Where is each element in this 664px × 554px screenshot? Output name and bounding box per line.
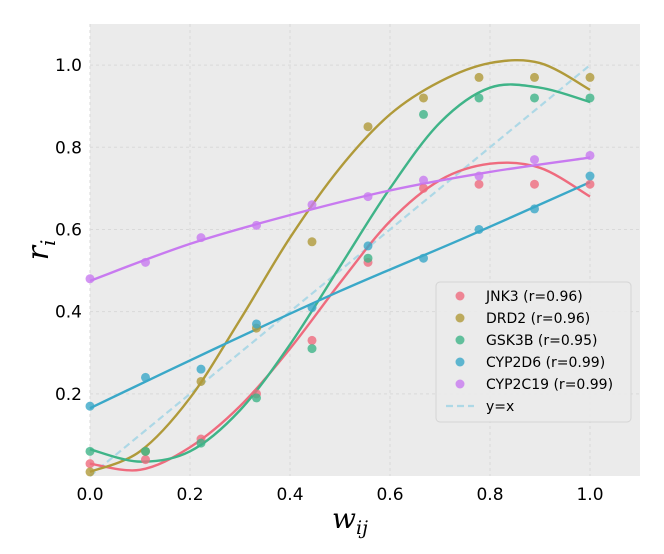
legend-label-cyp2c19: CYP2C19 (r=0.99) [486,377,613,393]
point-gsk3b [530,93,539,103]
point-gsk3b [252,393,261,403]
x-tick-label: 1.0 [576,485,603,505]
fit-curve-cyp2d6 [89,181,591,410]
point-cyp2d6 [85,401,95,411]
x-tick-label: 0.0 [76,485,103,505]
point-jnk3 [585,179,595,189]
x-tick-label: 0.8 [476,485,503,505]
point-gsk3b [474,93,484,103]
point-cyp2c19 [419,175,428,185]
y-axis-label: ri [21,240,60,261]
point-drd2 [85,467,95,477]
fit-curves [89,59,591,474]
legend-marker-drd2 [455,313,465,323]
point-cyp2c19 [196,233,206,243]
legend-label-gsk3b: GSK3B (r=0.95) [486,333,597,349]
fit-curve-cyp2c19 [89,156,591,282]
point-jnk3 [530,179,539,189]
point-cyp2d6 [474,224,484,234]
x-axis-label: wij [332,502,368,539]
point-cyp2d6 [141,372,150,382]
point-jnk3 [141,455,150,465]
point-cyp2d6 [363,241,373,251]
point-gsk3b [419,109,428,119]
point-drd2 [474,72,484,82]
point-jnk3 [85,459,95,469]
point-cyp2c19 [141,257,150,267]
x-axis-label-sub: ij [356,517,368,539]
legend-marker-cyp2d6 [455,357,465,367]
point-drd2 [530,72,539,82]
y-axis-label-main: r [21,244,56,260]
point-cyp2c19 [474,171,484,181]
point-gsk3b [85,446,95,456]
legend: JNK3 (r=0.96) DRD2 (r=0.96) GSK3B (r=0.9… [435,281,632,423]
y-tick-label: 1.0 [55,56,82,76]
fit-curve-drd2 [89,59,591,474]
point-cyp2c19 [252,220,261,230]
data-points [85,72,595,477]
reference-line-group [89,64,591,477]
point-cyp2c19 [307,200,317,210]
point-drd2 [307,237,317,247]
x-tick-label: 0.2 [176,485,203,505]
point-cyp2d6 [419,253,428,263]
y-tick-label: 0.4 [55,303,82,323]
point-jnk3 [474,179,484,189]
point-gsk3b [585,93,595,103]
legend-marker-cyp2c19 [455,379,465,389]
point-gsk3b [141,446,150,456]
point-gsk3b [363,253,373,263]
fit-curve-jnk3 [89,161,591,472]
point-drd2 [363,122,373,132]
y-tick-label: 0.8 [55,138,82,158]
point-cyp2d6 [585,171,595,181]
legend-label-drd2: DRD2 (r=0.96) [486,311,590,327]
reference-line-y-equals-x [89,64,591,477]
point-gsk3b [196,438,206,448]
point-cyp2d6 [307,303,317,313]
point-cyp2d6 [530,204,539,214]
point-cyp2d6 [252,319,261,329]
y-tick-label: 0.6 [55,220,82,240]
point-jnk3 [419,183,428,193]
point-drd2 [585,72,595,82]
legend-label-jnk3: JNK3 (r=0.96) [485,289,583,305]
point-cyp2c19 [85,274,95,284]
y-tick-label: 0.2 [55,385,82,405]
fit-curve-gsk3b [89,83,591,463]
legend-marker-jnk3 [455,291,465,301]
point-jnk3 [307,335,317,345]
legend-box [435,281,632,423]
point-cyp2c19 [530,155,539,165]
y-axis-label-sub: i [36,240,60,246]
tick-labels: 0.0 0.2 0.4 0.6 0.8 1.0 0.2 0.4 0.6 0.8 1.0 [55,56,604,505]
point-cyp2d6 [196,364,206,374]
x-axis-label-main: w [332,502,356,535]
x-tick-label: 0.6 [376,485,403,505]
point-cyp2c19 [363,192,373,202]
point-cyp2c19 [585,150,595,160]
legend-marker-gsk3b [455,335,465,345]
x-tick-label: 0.4 [276,485,303,505]
point-gsk3b [307,344,317,354]
point-drd2 [196,376,206,386]
legend-label-reference: y=x [486,399,514,415]
point-drd2 [419,93,428,103]
legend-label-cyp2d6: CYP2D6 (r=0.99) [486,355,605,371]
